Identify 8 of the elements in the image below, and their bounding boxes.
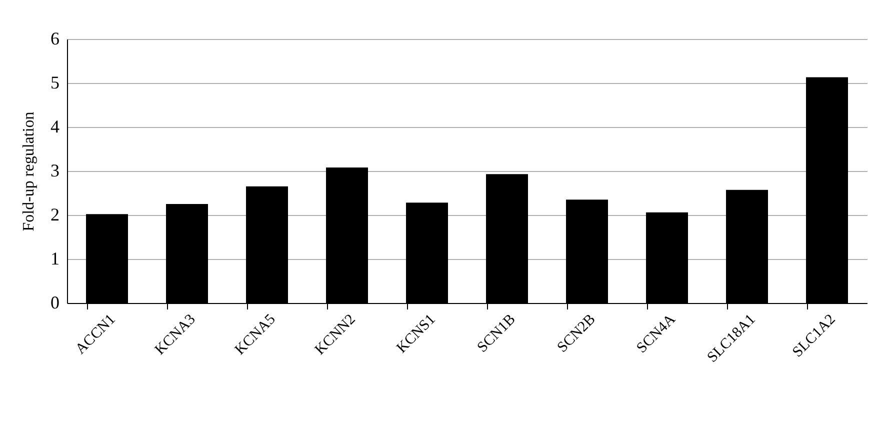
- y-tick-label: 1: [50, 248, 60, 268]
- y-tick-label: 0: [50, 292, 60, 312]
- y-tick-label: 5: [50, 72, 60, 92]
- y-tick-label: 2: [50, 204, 60, 224]
- y-axis-title: Fold-up regulation: [20, 112, 38, 232]
- y-tick-label: 3: [50, 160, 60, 180]
- y-tick-label: 4: [50, 116, 60, 136]
- y-tick-label: 6: [50, 28, 60, 48]
